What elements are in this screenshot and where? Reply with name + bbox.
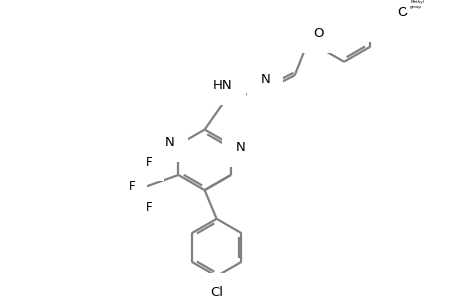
Text: HN: HN (213, 79, 232, 92)
Text: O: O (312, 27, 323, 40)
Text: F: F (146, 201, 152, 214)
Text: F: F (129, 180, 135, 194)
Text: Cl: Cl (210, 286, 223, 299)
Text: N: N (164, 136, 174, 149)
Text: N: N (260, 73, 269, 86)
Text: Methyl
group: Methyl group (409, 0, 423, 9)
Text: O: O (397, 6, 407, 19)
Text: F: F (146, 156, 152, 170)
Text: N: N (235, 141, 245, 154)
